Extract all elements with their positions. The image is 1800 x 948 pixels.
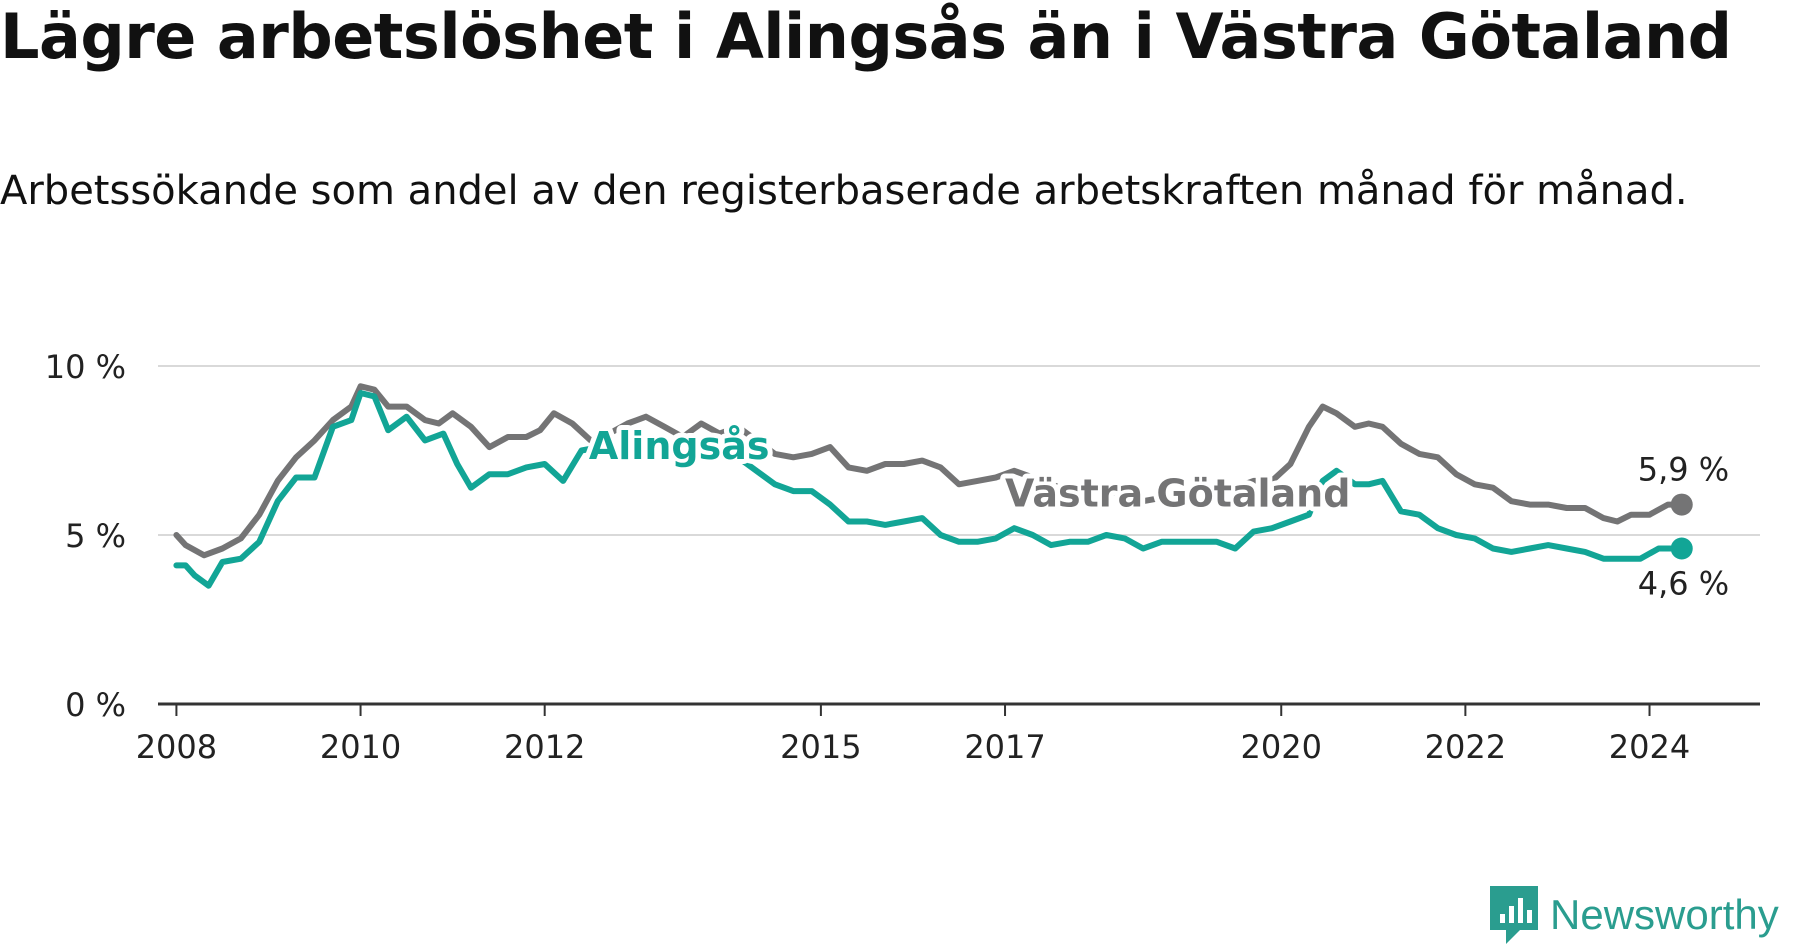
end-dot-vastra-gotaland [1670,493,1693,516]
x-tick-label: 2024 [1609,728,1690,766]
series-line-vastra-gotaland [173,383,1685,559]
x-tick-label: 2017 [964,728,1045,766]
x-tick-label: 2008 [136,728,217,766]
series-label-vastra-gotaland: Västra Götaland [1005,471,1350,515]
chart-title: Lägre arbetslöshet i Alingsås än i Västr… [0,0,1732,73]
chart-subtitle: Arbetssökande som andel av den registerb… [0,168,1688,214]
x-tick-label: 2012 [504,728,585,766]
axis-layer: 0 % 5 % 10 % 2008 2010 2012 2015 2017 2020 2022 20… [45,348,1760,766]
y-tick-label: 5 % [65,517,126,555]
newsworthy-logo: Newsworthy [1490,886,1779,944]
x-tick-label: 2020 [1241,728,1322,766]
line-chart: 0 % 5 % 10 % 2008 2010 2012 2015 2017 2020 2022 20… [45,348,1760,766]
end-label-vastra-gotaland: 5,9 % [1638,451,1729,489]
series-layer [173,383,1693,589]
series-label-alingsas-halo: Alingsås [589,424,770,468]
y-tick-label: 0 % [65,686,126,724]
end-label-alingsas: 4,6 % [1638,565,1729,603]
newsworthy-brand-name: Newsworthy [1550,891,1779,938]
x-tick-label: 2010 [320,728,401,766]
series-label-vastra-gotaland-halo: Västra Götaland [1005,471,1350,515]
y-tick-label: 10 % [45,348,126,386]
x-tick-label: 2022 [1425,728,1506,766]
series-label-alingsas: Alingsås [589,424,770,468]
series-line-alingsas [173,390,1685,589]
end-dot-alingsas [1670,537,1693,560]
x-tick-label: 2015 [780,728,861,766]
grid-layer [158,365,1760,536]
newsworthy-logo-icon [1490,886,1538,944]
